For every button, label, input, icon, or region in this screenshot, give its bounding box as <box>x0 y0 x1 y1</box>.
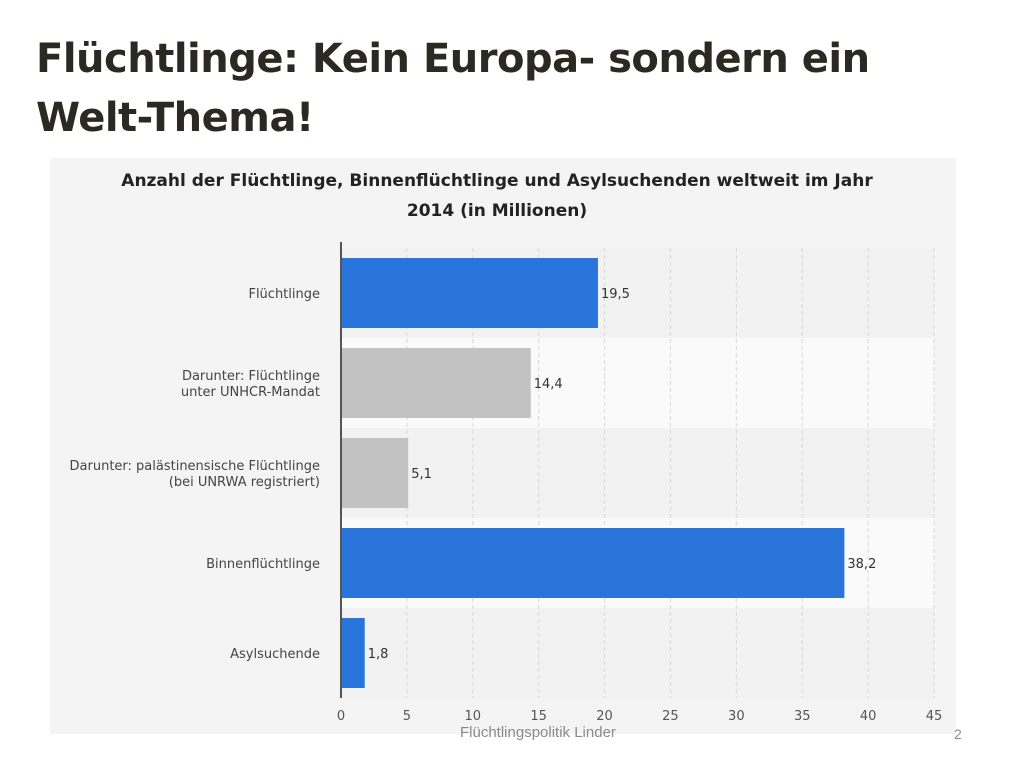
bar <box>341 618 365 688</box>
slide-footer: Flüchtlingspolitik Linder <box>460 724 616 741</box>
bar-value-label: 5,1 <box>411 467 432 482</box>
x-tick-label: 45 <box>926 709 943 724</box>
x-tick-label: 40 <box>860 709 877 724</box>
category-label: (bei UNRWA registriert) <box>169 475 320 490</box>
bar-value-label: 19,5 <box>601 287 630 302</box>
slide-title: Flüchtlinge: Kein Europa- sondern ein We… <box>36 36 870 141</box>
row-band <box>341 608 934 698</box>
x-tick-label: 10 <box>465 709 482 724</box>
chart-title-line-1: Anzahl der Flüchtlinge, Binnenflüchtling… <box>121 171 873 191</box>
bar <box>341 258 598 328</box>
bar-value-label: 1,8 <box>368 647 389 662</box>
category-label: Flüchtlinge <box>248 287 320 302</box>
category-label: Asylsuchende <box>230 647 320 662</box>
bar <box>341 528 845 598</box>
x-tick-label: 35 <box>794 709 811 724</box>
x-tick-label: 0 <box>337 709 345 724</box>
bar <box>341 438 409 508</box>
x-tick-label: 20 <box>596 709 613 724</box>
x-tick-label: 30 <box>728 709 745 724</box>
chart-title-line-2: 2014 (in Millionen) <box>407 201 587 221</box>
category-label: Darunter: Flüchtlinge <box>182 369 320 384</box>
category-label: unter UNHCR-Mandat <box>181 385 320 400</box>
page-number: 2 <box>954 726 962 742</box>
bar-value-label: 14,4 <box>534 377 563 392</box>
row-band <box>341 428 934 518</box>
bar <box>341 348 531 418</box>
x-tick-label: 15 <box>530 709 547 724</box>
category-label: Darunter: palästinensische Flüchtlinge <box>70 459 320 474</box>
x-tick-label: 5 <box>403 709 411 724</box>
bar-chart: Anzahl der Flüchtlinge, Binnenflüchtling… <box>70 171 943 724</box>
category-label: Binnenflüchtlinge <box>206 557 320 572</box>
x-tick-label: 25 <box>662 709 679 724</box>
chart-container: Anzahl der Flüchtlinge, Binnenflüchtling… <box>50 158 956 734</box>
bar-value-label: 38,2 <box>847 557 876 572</box>
